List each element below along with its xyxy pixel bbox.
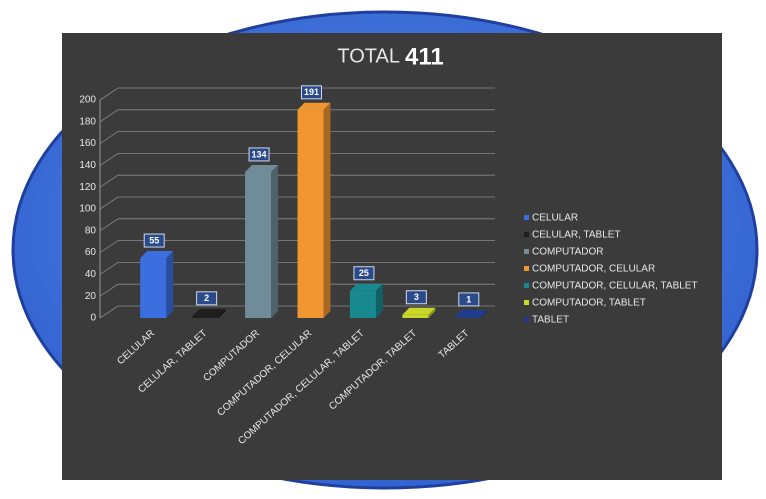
y-tick-label: 60 — [85, 247, 97, 258]
value-label-box — [143, 233, 165, 248]
bar-side — [375, 283, 383, 318]
bar — [349, 283, 383, 318]
legend-swatch — [524, 283, 529, 288]
bar — [402, 307, 436, 318]
legend-label: CELULAR, TABLET — [532, 230, 621, 241]
bar-front — [297, 109, 324, 318]
bar-front — [140, 258, 167, 318]
bar-top — [454, 309, 488, 317]
bar-side — [271, 164, 279, 318]
legend-label: COMPUTADOR — [532, 247, 603, 258]
bar-top — [140, 251, 174, 259]
value-label-box — [458, 292, 480, 307]
grid-line — [99, 218, 495, 232]
bar-side — [323, 102, 331, 318]
value-label: 191 — [304, 87, 319, 97]
y-tick-label: 180 — [79, 116, 96, 127]
grid-line — [99, 87, 495, 101]
y-tick-label: 160 — [79, 138, 96, 149]
bar-top — [402, 307, 436, 315]
y-tick-label: 200 — [79, 95, 96, 106]
bar-front — [349, 290, 376, 318]
bar-top — [245, 164, 279, 172]
y-tick-label: 80 — [85, 225, 97, 236]
grid-line — [99, 196, 495, 210]
y-tick-label: 20 — [85, 291, 97, 302]
bar-side — [428, 307, 436, 318]
legend-label: CELULAR — [532, 213, 578, 224]
value-label-box — [196, 291, 218, 306]
bar — [454, 309, 488, 318]
grid-line — [99, 240, 495, 253]
legend-label: COMPUTADOR, CELULAR — [532, 264, 655, 275]
value-label: 55 — [149, 235, 159, 245]
legend-swatch — [524, 215, 529, 220]
grid-line — [99, 174, 495, 188]
y-tick-label: 120 — [79, 182, 96, 193]
y-tick-label: 40 — [85, 269, 97, 280]
value-label-box — [248, 147, 270, 162]
bar-front — [454, 316, 481, 318]
value-label: 134 — [252, 149, 267, 159]
value-label-box — [301, 85, 322, 100]
bar-top — [349, 283, 383, 291]
y-tick-label: 0 — [90, 313, 96, 324]
legend-swatch — [524, 232, 529, 237]
value-label-box — [405, 290, 427, 305]
bar — [297, 102, 331, 318]
value-label: 1 — [466, 294, 471, 304]
value-label: 25 — [359, 268, 369, 278]
grid-line — [99, 152, 495, 166]
legend-swatch — [524, 266, 529, 271]
value-label: 2 — [204, 293, 209, 303]
total: 411 — [405, 43, 444, 70]
legend-label: COMPUTADOR, TABLET — [532, 298, 646, 309]
chart-title: TOTAL — [337, 45, 400, 67]
bar-top — [297, 102, 331, 110]
bar-front — [402, 314, 429, 318]
legend-swatch — [524, 300, 529, 305]
value-label: 3 — [414, 292, 419, 302]
bar-front — [192, 315, 219, 318]
grid-line — [99, 131, 495, 144]
bar — [245, 164, 279, 318]
grid-line — [99, 261, 495, 275]
y-tick-label: 140 — [79, 160, 96, 171]
legend-label: TABLET — [532, 315, 569, 326]
bar — [140, 251, 174, 318]
value-label-box — [353, 266, 375, 281]
bar-top — [192, 308, 226, 316]
bar-front — [245, 171, 272, 318]
legend-label: COMPUTADOR, CELULAR, TABLET — [532, 281, 698, 292]
bar — [192, 308, 226, 318]
legend-swatch — [524, 317, 529, 322]
grid-line — [99, 109, 495, 123]
y-tick-label: 100 — [79, 204, 96, 215]
legend-swatch — [524, 249, 529, 254]
bar-side — [166, 251, 174, 318]
bar-side — [480, 309, 488, 318]
bar-side — [218, 308, 226, 318]
